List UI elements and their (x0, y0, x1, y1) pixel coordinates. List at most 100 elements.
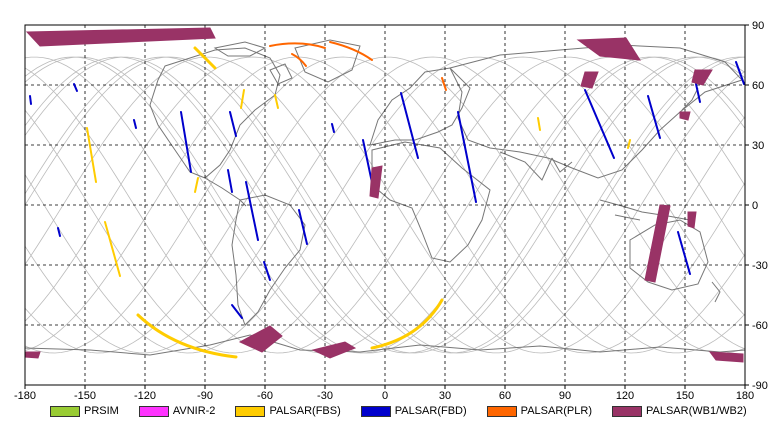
coastline-south-america (231, 194, 306, 326)
swath-wb (679, 111, 691, 121)
legend-swatch (360, 405, 391, 417)
latitude-tick-label: 90 (752, 20, 764, 32)
swath-fbd (457, 111, 477, 203)
swath-plr (269, 42, 326, 49)
swath-fbs (86, 127, 97, 183)
swath-fbd (695, 83, 701, 103)
longitude-tick-label: 0 (382, 390, 388, 402)
coastlines (24, 39, 746, 356)
swath-plr (291, 53, 307, 67)
swath-fbd (180, 111, 192, 173)
legend-item: PALSAR(FBS) (235, 405, 341, 417)
swath-fbs (104, 221, 121, 277)
coastline-new-zealand (711, 281, 721, 303)
latitude-tick-label: 60 (752, 80, 764, 92)
longitude-tick-label: 90 (559, 390, 571, 402)
swath-wb (369, 165, 383, 199)
swath-wb (238, 325, 283, 353)
legend-item: PALSAR(WB1/WB2) (612, 405, 747, 417)
legend-label: PALSAR(FBS) (269, 405, 341, 417)
legend-item: PALSAR(PLR) (486, 405, 592, 417)
swath-fbs (537, 117, 541, 131)
legend-swatch (50, 405, 80, 417)
swath-fbd (263, 261, 271, 281)
latitude-labels: 90 60 30 0 -30 -60 -90 (745, 20, 768, 392)
swath-fbd (400, 92, 419, 159)
swath-wb (708, 351, 744, 363)
swath-fbd (133, 119, 137, 129)
longitude-tick-label: 150 (676, 390, 694, 402)
swath-fbs (627, 139, 631, 149)
legend: PRSIM AVNIR-2 PALSAR(FBS) PALSAR(FBD) PALSAR… (50, 401, 770, 421)
longitude-tick-label: 60 (499, 390, 511, 402)
coastline-asia (449, 44, 743, 179)
swath-wb (311, 341, 357, 359)
legend-swatch (486, 405, 517, 417)
legend-swatch (235, 405, 266, 417)
longitude-tick-label: -90 (197, 390, 213, 402)
swath-fbd (227, 169, 233, 193)
swath-fbd (29, 95, 32, 105)
legend-label: PALSAR(WB1/WB2) (646, 405, 747, 417)
swath-fbd (584, 89, 615, 159)
swath-fbs (370, 298, 444, 350)
orbit-track (24, 56, 746, 354)
coastline-north-america (149, 47, 281, 179)
latitude-tick-label: 30 (752, 140, 764, 152)
swath-fbd (647, 95, 661, 139)
latitude-tick-label: 0 (752, 200, 758, 212)
legend-item: PALSAR(FBD) (360, 405, 467, 417)
coastline-africa (371, 141, 491, 263)
legend-item: AVNIR-2 (138, 405, 216, 417)
swath-fbd (677, 231, 691, 275)
swath-fbs (274, 94, 279, 109)
legend-label: PALSAR(PLR) (520, 405, 592, 417)
coastline-japan (681, 87, 699, 111)
longitude-tick-label: 120 (616, 390, 634, 402)
swath-wb (576, 37, 641, 61)
legend-label: PRSIM (84, 405, 119, 417)
swath-fbd (298, 209, 308, 245)
longitude-tick-label: -180 (14, 390, 36, 402)
legend-item: PRSIM (50, 405, 119, 417)
longitude-tick-label: 180 (736, 390, 754, 402)
coastline-europe (369, 67, 471, 146)
swath-wb (644, 204, 671, 283)
swath-fbd (245, 181, 259, 241)
swath-fbd (229, 111, 237, 137)
swath-plr (329, 41, 373, 61)
coastline-australia (629, 219, 709, 291)
swath-fbd (331, 123, 335, 133)
swath-wb (24, 351, 41, 359)
latitude-tick-label: -30 (752, 260, 768, 272)
swath-fbs (240, 89, 245, 109)
swath-plr (441, 77, 447, 91)
swath-fbd (735, 61, 745, 85)
swath-fbd (73, 83, 78, 92)
coastline-greenland (294, 39, 361, 83)
swath-fbs (194, 177, 199, 193)
latitude-tick-label: -90 (752, 380, 768, 392)
swath-fbs (136, 313, 238, 359)
swath-wb (580, 71, 599, 89)
coastline-arctic-islands (213, 41, 293, 85)
legend-label: PALSAR(FBD) (394, 405, 467, 417)
coastline-antarctica (24, 334, 746, 356)
coastline-indonesia (599, 199, 691, 221)
legend-label: AVNIR-2 (172, 405, 216, 417)
coastline-india (499, 151, 573, 181)
swath-wb (25, 27, 216, 47)
swath-fbs (193, 46, 217, 70)
swath-wb (687, 211, 697, 229)
swath-wb (691, 69, 713, 86)
coastline-central-america (204, 177, 247, 207)
longitude-tick-label: -150 (74, 390, 96, 402)
longitude-tick-label: -60 (257, 390, 273, 402)
longitude-labels: -180 -150 -120 -90 -60 -30 0 30 60 90 120 150 180 (14, 385, 754, 402)
latitude-tick-label: -60 (752, 320, 768, 332)
legend-swatch (138, 405, 169, 417)
legend-swatch (612, 405, 642, 417)
longitude-tick-label: 30 (439, 390, 451, 402)
acquisition-swaths (24, 27, 745, 363)
